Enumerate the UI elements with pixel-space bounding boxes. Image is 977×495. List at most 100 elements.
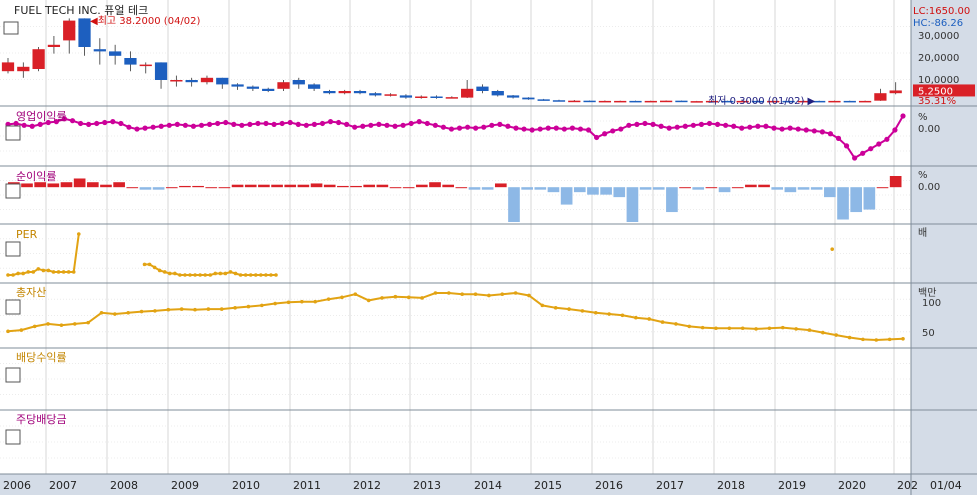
x-tick-label: 2018 (717, 479, 745, 492)
candle-body (384, 94, 397, 96)
line-chart-icon[interactable] (5, 429, 21, 445)
x-tick-label: 2007 (49, 479, 77, 492)
panel-title-operating-margin: 영업이익률 (16, 110, 67, 123)
candle-body (139, 64, 152, 67)
bar (797, 187, 810, 190)
y-tick-label: 50 (922, 328, 935, 339)
candle-body (63, 20, 76, 41)
candle-body (415, 96, 428, 98)
bar (613, 187, 626, 198)
bar (113, 182, 125, 188)
bar (86, 182, 99, 188)
bar (47, 183, 60, 188)
bar (876, 187, 889, 189)
x-tick-label: 2009 (171, 479, 199, 492)
bar (323, 184, 336, 188)
bar (284, 184, 297, 188)
grid-icon[interactable] (3, 21, 19, 35)
candle-body (170, 80, 183, 82)
candle-body (445, 97, 458, 99)
y-unit-label: % (918, 112, 928, 123)
candle-body (216, 77, 229, 85)
bar (21, 183, 33, 188)
candle-body (154, 62, 168, 80)
candle-body (430, 96, 443, 98)
bar (402, 187, 415, 189)
candle-body (767, 100, 780, 103)
data-point (830, 247, 835, 251)
panel-title-dividend-per-share: 주당배당금 (16, 413, 67, 426)
y-tick-label: 10,0000 (918, 75, 959, 86)
x-tick-label: 2013 (413, 479, 441, 492)
bar (850, 187, 863, 213)
x-tick-label: 2015 (534, 479, 562, 492)
bar (679, 187, 691, 189)
y-unit-label: 배 (918, 227, 927, 239)
y-unit-label: 백만 (918, 287, 936, 299)
panel-title-dividend-yield: 배당수익률 (16, 351, 67, 364)
bar (271, 184, 283, 188)
candle-body (659, 100, 673, 103)
bar (60, 182, 73, 188)
bar (126, 187, 139, 189)
x-tick-label: 2019 (778, 479, 806, 492)
panel-title-net-margin: 순이익률 (16, 170, 56, 183)
lc-label: LC:1650.00 (913, 6, 970, 17)
line-chart-icon[interactable] (5, 367, 21, 383)
x-axis-panel (0, 474, 977, 495)
candle-body (323, 91, 336, 94)
candle-body (231, 84, 244, 87)
x-tick-label: 2011 (293, 479, 321, 492)
hc-label: HC:-86.26 (913, 18, 963, 29)
candle-body (828, 100, 841, 103)
x-tick-label: 2020 (838, 479, 866, 492)
x-tail-label: 01/04 (930, 479, 962, 492)
bar-chart-icon[interactable] (5, 125, 21, 141)
bar (600, 187, 612, 195)
x-tick-label: 202 (897, 479, 918, 492)
candle-body (874, 93, 887, 101)
bar (494, 183, 507, 188)
bar (652, 187, 665, 190)
bar (152, 187, 165, 190)
bar (244, 184, 257, 188)
y-tick-label: 20,0000 (918, 53, 959, 64)
bar (205, 187, 218, 189)
bar (165, 187, 178, 189)
bar (639, 187, 652, 190)
candle-body (537, 99, 550, 101)
candle-body (506, 95, 520, 98)
series-line (7, 291, 904, 342)
candle-body (476, 86, 489, 91)
candle-body (461, 88, 474, 98)
line-chart-icon[interactable] (5, 183, 21, 199)
bar (73, 178, 86, 188)
candle-body (185, 80, 198, 83)
candle-body (307, 84, 321, 89)
bar-chart-icon[interactable] (5, 241, 21, 257)
candle-body (1, 62, 15, 72)
bar-chart-icon[interactable] (5, 299, 21, 315)
candle-body (292, 80, 305, 85)
candle-body (47, 44, 61, 47)
last-price-label: 5.2500 (918, 86, 953, 97)
bar (718, 187, 731, 193)
y-unit-label: % (918, 170, 928, 181)
candle-body (17, 66, 30, 72)
y-tick-label: 0.00 (918, 124, 940, 135)
bar (547, 187, 560, 193)
bar (350, 185, 362, 188)
bar (192, 185, 204, 188)
candle-body (813, 100, 826, 103)
candle-body (598, 100, 612, 103)
bar (376, 184, 389, 188)
candle-body (552, 100, 566, 102)
bar (521, 187, 533, 190)
last-pct-label: 35.31% (918, 96, 956, 107)
candle-body (705, 100, 719, 103)
series-line (8, 233, 80, 276)
bar (534, 187, 547, 190)
candle-body (246, 86, 260, 89)
